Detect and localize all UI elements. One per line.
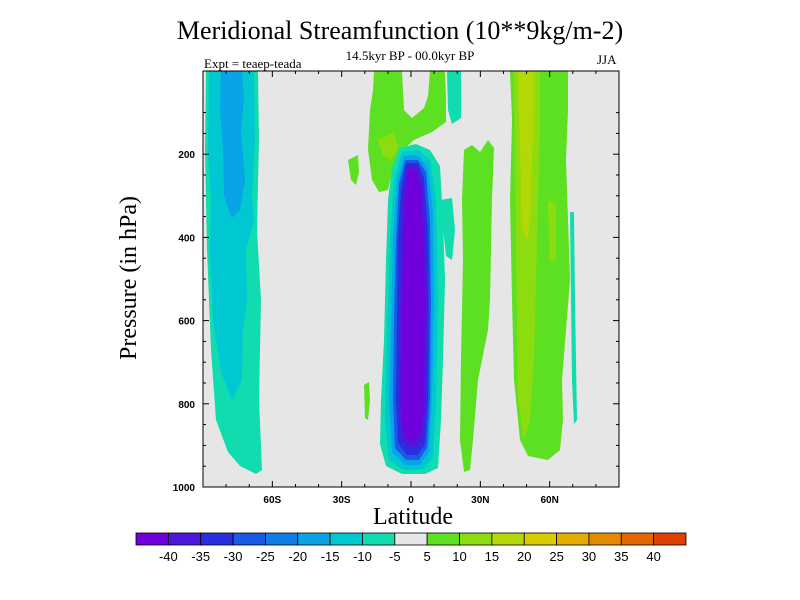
y-tick-label: 400 [178, 233, 195, 244]
colorbar-box [556, 532, 590, 546]
colorbar-box [362, 532, 396, 546]
experiment-label: Expt = teaep-teada [204, 56, 302, 71]
contour-neg15-south [208, 71, 255, 400]
contour-pos5-small1 [348, 155, 359, 185]
x-tick-label: 30S [333, 495, 351, 506]
x-axis-ticks: 60S 30S 0 30N 60N [225, 71, 597, 506]
contour-pos5-small2 [364, 382, 370, 420]
colorbar-label: 15 [485, 549, 499, 564]
x-tick-label: 60N [540, 495, 558, 506]
colorbar-box [232, 532, 266, 546]
colorbar-box [265, 532, 299, 546]
contour-neg10-trop-top [447, 71, 461, 124]
colorbar-box [620, 532, 655, 546]
colorbar-label: -15 [321, 549, 340, 564]
y-tick-label: 600 [178, 317, 195, 328]
colorbar-label: -25 [256, 549, 275, 564]
contour-neg10-30n [440, 198, 455, 260]
contour-neg20-south [220, 71, 245, 218]
colorbar-box [426, 532, 460, 546]
colorbar-label: 25 [549, 549, 563, 564]
colorbar-label: -20 [288, 549, 307, 564]
colorbar-box [297, 532, 331, 546]
colorbar-box [588, 532, 622, 546]
x-tick-label: 0 [408, 495, 414, 506]
chart-title: Meridional Streamfunction (10**9kg/m-2) [176, 16, 624, 45]
y-tick-label: 800 [178, 400, 195, 411]
colorbar-box [167, 532, 202, 546]
y-tick-label: 200 [178, 150, 195, 161]
y-axis-ticks: 200 400 600 800 1000 [173, 112, 619, 494]
contour-pos15-60n [518, 71, 534, 240]
contour-neg10-70n [570, 212, 577, 424]
colorbar-label: -30 [224, 549, 243, 564]
contour-fields [205, 71, 577, 474]
colorbar-box [653, 532, 687, 546]
colorbar: -40 -35 -30 -25 -20 -15 -10 -5 5 10 15 20 25 30 35 40 [135, 532, 687, 564]
x-axis-label: Latitude [373, 504, 453, 530]
colorbar-label: 5 [424, 549, 431, 564]
y-tick-label: 1000 [173, 483, 196, 494]
colorbar-label: 20 [517, 549, 531, 564]
season-label: JJA [597, 52, 617, 67]
x-tick-label: 30N [471, 495, 489, 506]
colorbar-label: 40 [646, 549, 660, 564]
colorbar-box [459, 532, 493, 546]
colorbar-label: 30 [582, 549, 596, 564]
colorbar-box [394, 532, 428, 546]
contour-neg40-eq [401, 170, 425, 442]
colorbar-label: -10 [353, 549, 372, 564]
x-tick-label: 60S [263, 495, 281, 506]
contour-pos5-trop [368, 71, 446, 192]
colorbar-label: -35 [191, 549, 210, 564]
colorbar-box [329, 532, 363, 546]
colorbar-box [491, 532, 525, 546]
contour-pos5-30n [460, 140, 494, 472]
colorbar-label: 10 [452, 549, 466, 564]
contour-pos10-trop [378, 132, 398, 160]
colorbar-label: -5 [389, 549, 401, 564]
colorbar-box [200, 532, 234, 546]
colorbar-box [135, 532, 169, 546]
colorbar-label: 35 [614, 549, 628, 564]
colorbar-label: -40 [159, 549, 178, 564]
chart-subtitle: 14.5kyr BP - 00.0kyr BP [345, 48, 475, 63]
contour-pos10-60n-b [548, 200, 556, 262]
colorbar-box [523, 532, 557, 546]
